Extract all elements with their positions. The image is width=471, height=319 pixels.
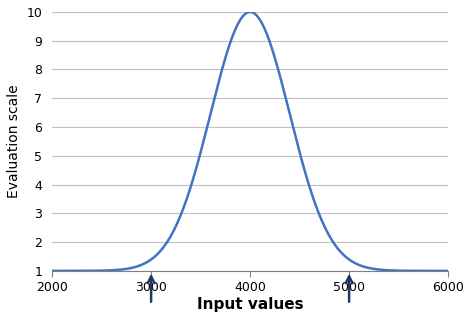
Y-axis label: Evaluation scale: Evaluation scale — [7, 85, 21, 198]
X-axis label: Input values: Input values — [197, 297, 303, 312]
